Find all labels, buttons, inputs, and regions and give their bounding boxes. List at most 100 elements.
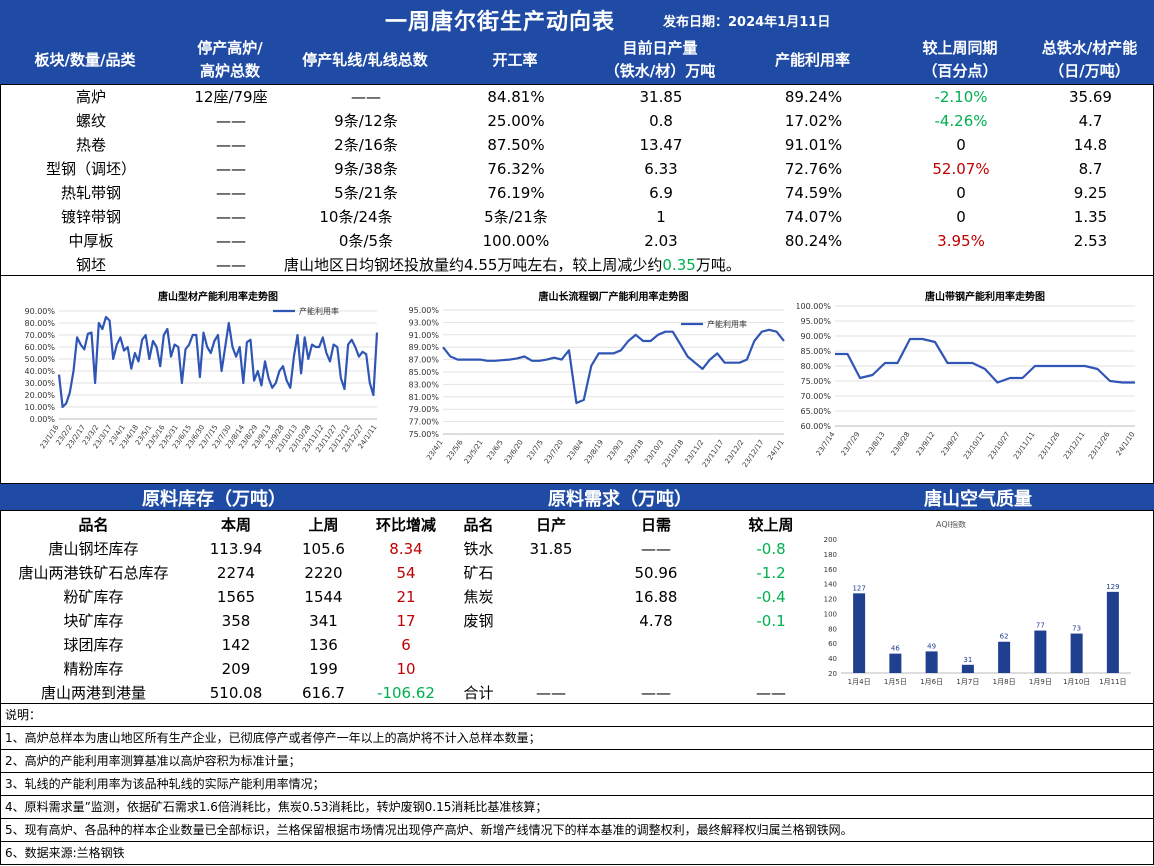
row-rolling-lines: 9条/38条 (334, 160, 398, 178)
inv-change: 8.34 (389, 540, 423, 558)
long-process-utilization-chart: 唐山长流程钢厂产能利用率走势图 75.00% 77.00% 79.00% 81.00% 8… (408, 290, 785, 469)
row-rolling-lines: 5条/21条 (334, 184, 398, 202)
inv-header-change: 环比增减 (375, 516, 436, 534)
dem-daily-need: 16.88 (634, 588, 678, 606)
billet-name: 钢坯 (75, 256, 106, 274)
x-tick-label: 23/9/18 (623, 439, 645, 466)
aqi-data-label: 129 (1106, 583, 1119, 591)
aqi-data-label: 62 (1000, 633, 1009, 641)
note-line: 6、数据来源:兰格钢铁 (0, 842, 1154, 865)
header-utilization: 产能利用率 (774, 50, 850, 69)
row-weekly-change: 0 (956, 136, 966, 154)
row-weekly-change: 3.95% (937, 232, 985, 250)
dem-daily-output (506, 609, 596, 633)
row-daily-output: 6.9 (649, 184, 673, 202)
row-daily-output: 6.33 (644, 160, 678, 178)
row-capacity: 8.7 (1078, 160, 1103, 178)
dem-name: 铁水 (463, 540, 494, 558)
x-tick-label: 23/8/28 (890, 431, 912, 458)
y-tick-label: 90.00% (800, 332, 831, 341)
header-daily-output: 目前日产量 （铁水/材）万吨 (604, 39, 716, 80)
note-line: 5、现有高炉、各品种的样本企业数量已全部标识，兰格保留根据市场情况出现停产高炉、… (0, 819, 1154, 842)
row-operating-rate: 5条/21条 (484, 208, 548, 226)
inv-name: 唐山两港到港量 (40, 684, 146, 702)
inv-last-week: 199 (309, 660, 338, 678)
row-utilization: 80.24% (784, 232, 843, 250)
row-blast-furnace: 12座/79座 (194, 88, 268, 106)
inv-this-week: 142 (221, 636, 251, 654)
x-tick-label: 23/7/5 (525, 439, 544, 462)
dem-daily-need: —— (641, 540, 671, 558)
x-tick-label: 1月5日 (884, 678, 907, 686)
y-tick-label: 91.00% (408, 331, 439, 340)
header-blast-furnace: 停产高炉/ 高炉总数 (197, 39, 263, 80)
aqi-bar (853, 593, 866, 673)
x-tick-label: 24/1/10 (1115, 431, 1137, 458)
table-row: 螺纹 —— 9条/12条 25.00% 0.8 17.02% -4.26% 4.7 (1, 109, 1154, 133)
billet-row: 钢坯 —— 唐山地区日均钢坯投放量约4.55万吨左右，较上周减少约0.35万吨。 (1, 253, 1154, 277)
row-blast-furnace: —— (216, 184, 246, 202)
row-weekly-change: 0 (956, 208, 966, 226)
note-line: 1、高炉总样本为唐山地区所有生产企业，已彻底停产或者停产一年以上的高炉将不计入总… (0, 727, 1154, 750)
row-rolling-lines: 9条/12条 (334, 112, 398, 130)
aqi-bar (889, 653, 902, 673)
row-capacity: 14.8 (1073, 136, 1108, 154)
y-tick-label: 80.00% (800, 362, 831, 371)
y-tick-label: 60.00% (24, 343, 55, 352)
dem-daily-need: 50.96 (634, 564, 678, 582)
x-tick-label: 1月7日 (956, 678, 979, 686)
dem-name: 合计 (463, 684, 494, 702)
row-utilization: 74.07% (784, 208, 843, 226)
y-tick-label: 200 (824, 536, 837, 544)
row-utilization: 89.24% (784, 88, 843, 106)
dem-name: 废钢 (463, 612, 494, 630)
dem-name: 矿石 (463, 564, 494, 582)
inventory-row: 唐山两港到港量 510.08 616.7 -106.62 合计 —— —— —— (1, 681, 801, 705)
dem-name: 焦炭 (463, 588, 494, 606)
x-tick-label: 1月6日 (920, 678, 943, 686)
inv-change: 21 (396, 588, 416, 606)
x-tick-label: 23/8/13 (865, 431, 887, 458)
inv-name: 粉矿库存 (63, 588, 124, 606)
note-line: 4、原料需求量”监测，依据矿石需求1.6倍消耗比，焦炭0.53消耗比，转炉废钢0… (0, 796, 1154, 819)
y-tick-label: 75.00% (800, 377, 831, 386)
x-tick-label: 23/10/27 (987, 431, 1012, 461)
inventory-header-row: 品名 本周 上周 环比增减 品名 日产 日需 较上周 (1, 513, 801, 537)
dem-name (451, 633, 506, 657)
row-blast-furnace: —— (216, 160, 246, 178)
x-tick-label: 1月4日 (848, 678, 871, 686)
inv-this-week: 358 (221, 612, 251, 630)
row-operating-rate: 76.19% (487, 184, 545, 202)
row-daily-output: 1 (656, 208, 666, 226)
inv-this-week: 1565 (216, 588, 256, 606)
aqi-data-label: 73 (1072, 625, 1081, 633)
aqi-data-label: 46 (891, 645, 900, 653)
row-daily-output: 13.47 (639, 136, 683, 154)
row-weekly-change: -2.10% (934, 88, 988, 106)
billet-summary: 唐山地区日均钢坯投放量约4.55万吨左右，较上周减少约0.35万吨。 (284, 253, 741, 277)
row-capacity: 9.25 (1073, 184, 1108, 202)
x-tick-label: 1月9日 (1029, 678, 1052, 686)
y-tick-label: 85.00% (408, 368, 439, 377)
inv-header-this-week: 本周 (220, 516, 251, 534)
y-tick-label: 20.00% (24, 391, 55, 400)
x-tick-label: 23/4/1 (425, 439, 444, 462)
x-tick-label: 23/12/11 (1062, 431, 1087, 461)
aqi-bar (1106, 591, 1119, 673)
row-utilization: 72.76% (784, 160, 843, 178)
y-tick-label: 180 (824, 551, 837, 559)
dem-header-name: 品名 (463, 516, 494, 534)
y-tick-label: 160 (824, 566, 837, 574)
row-name: 热卷 (75, 136, 106, 154)
row-name: 镀锌带钢 (60, 208, 121, 226)
table-row: 中厚板 —— 0条/5条 100.00% 2.03 80.24% 3.95% 2.53 (1, 229, 1154, 253)
row-capacity: 4.7 (1078, 112, 1103, 130)
y-tick-label: 85.00% (800, 347, 831, 356)
inv-last-week: 1544 (304, 588, 343, 606)
inv-last-week: 136 (309, 636, 338, 654)
x-tick-label: 1月8日 (993, 678, 1016, 686)
row-rolling-lines: —— (351, 88, 381, 106)
billet-change-value: 0.35 (662, 256, 696, 274)
y-tick-label: 10.00% (24, 403, 55, 412)
row-weekly-change: 52.07% (932, 160, 990, 178)
